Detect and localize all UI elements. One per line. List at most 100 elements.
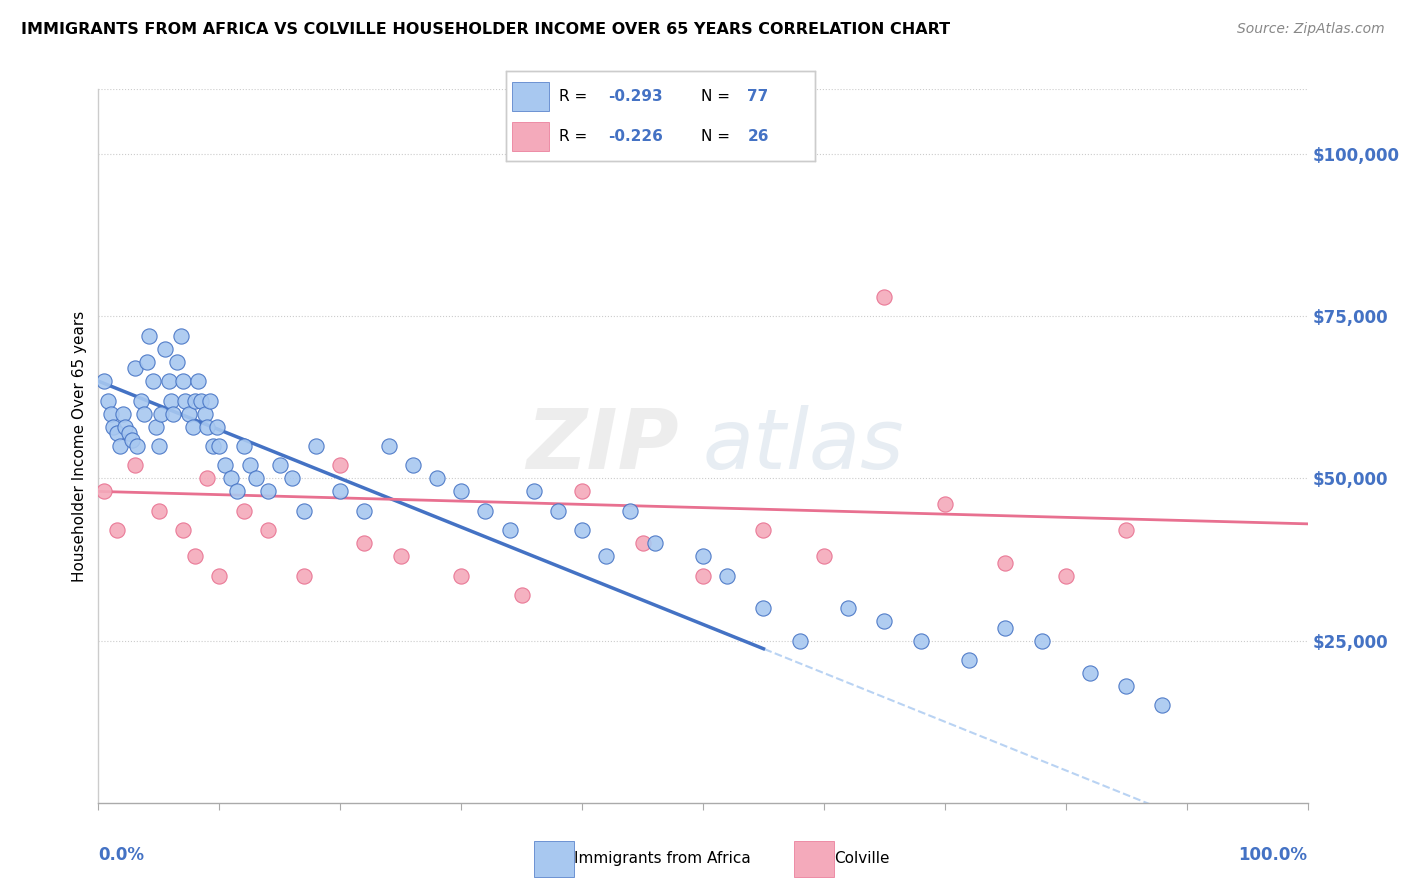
Point [426,471,449,485]
Point [169,328,191,343]
Point [619,504,641,518]
Text: R =: R = [558,129,592,144]
Point [97,393,120,408]
Point [111,407,134,421]
Point [221,471,243,485]
Text: 100.0%: 100.0% [1239,846,1308,863]
Point [957,653,980,667]
Point [353,504,375,518]
Point [124,458,146,473]
Point [198,393,221,408]
Point [752,601,775,615]
Point [1152,698,1174,713]
Point [150,407,173,421]
Point [174,393,197,408]
Point [1115,679,1137,693]
Point [692,549,714,564]
Point [256,524,278,538]
Point [474,504,496,518]
Point [389,549,412,564]
Point [402,458,425,473]
Text: Colville: Colville [834,852,889,866]
Point [93,374,115,388]
FancyBboxPatch shape [512,82,550,111]
Point [195,471,218,485]
Point [377,439,399,453]
Point [498,524,520,538]
FancyBboxPatch shape [512,122,550,151]
Point [134,407,156,421]
Point [789,633,811,648]
Point [716,568,738,582]
Point [100,407,122,421]
Point [105,524,128,538]
Point [292,568,315,582]
Text: 77: 77 [748,89,769,103]
Point [194,407,217,421]
Point [910,633,932,648]
Point [752,524,775,538]
Text: 26: 26 [748,129,769,144]
Point [108,439,131,453]
Point [994,556,1017,570]
Point [631,536,654,550]
Point [226,484,249,499]
Point [305,439,328,453]
Point [837,601,859,615]
Point [187,374,209,388]
Text: 0.0%: 0.0% [98,846,145,863]
Point [232,439,254,453]
Point [190,393,212,408]
Point [208,568,231,582]
Point [127,439,149,453]
Point [1078,666,1101,681]
Point [239,458,262,473]
Point [172,524,194,538]
Point [184,549,207,564]
Y-axis label: Householder Income Over 65 years: Householder Income Over 65 years [72,310,87,582]
Point [269,458,291,473]
Point [142,374,165,388]
Point [510,588,533,602]
Text: -0.226: -0.226 [609,129,664,144]
Point [157,374,180,388]
Point [172,374,194,388]
Text: IMMIGRANTS FROM AFRICA VS COLVILLE HOUSEHOLDER INCOME OVER 65 YEARS CORRELATION : IMMIGRANTS FROM AFRICA VS COLVILLE HOUSE… [21,22,950,37]
Text: ZIP: ZIP [526,406,679,486]
Point [135,354,157,368]
Point [148,439,170,453]
Point [292,504,315,518]
Point [129,393,152,408]
Point [329,458,352,473]
Point [813,549,835,564]
Point [179,407,201,421]
Point [195,419,218,434]
Point [873,614,896,628]
Point [523,484,546,499]
Text: -0.293: -0.293 [609,89,662,103]
Point [994,621,1017,635]
Point [450,484,472,499]
Point [1115,524,1137,538]
Text: N =: N = [702,129,735,144]
Point [571,524,593,538]
Point [93,484,115,499]
Point [118,425,141,440]
Text: R =: R = [558,89,592,103]
Point [101,419,124,434]
Point [1031,633,1053,648]
Point [595,549,617,564]
Point [148,504,170,518]
Point [184,393,207,408]
Point [105,425,128,440]
Point [124,361,146,376]
Point [281,471,304,485]
Point [450,568,472,582]
Point [692,568,714,582]
Point [214,458,236,473]
Point [245,471,267,485]
Point [353,536,375,550]
Point [547,504,569,518]
Point [571,484,593,499]
Point [202,439,225,453]
